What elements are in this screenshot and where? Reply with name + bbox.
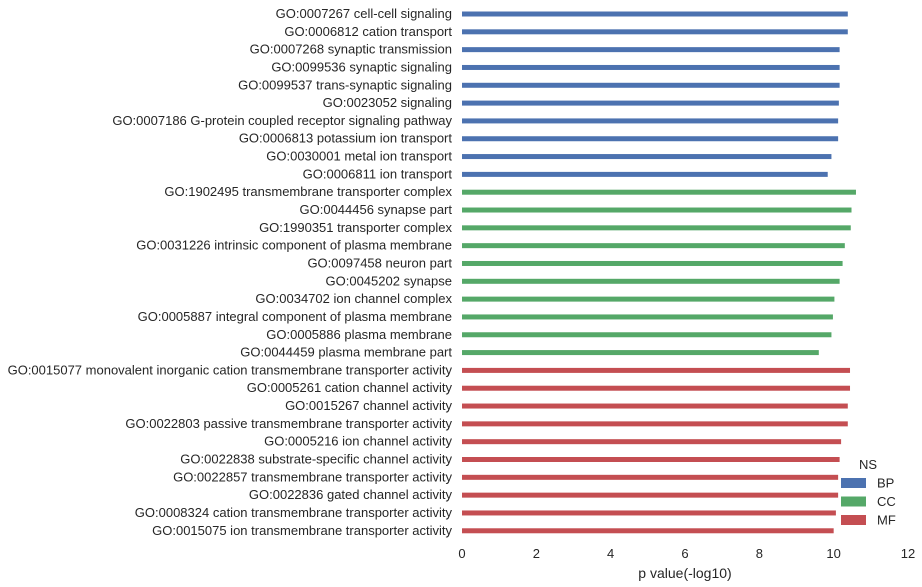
bar xyxy=(462,385,851,391)
category-label: GO:0005216 ion channel activity xyxy=(264,434,452,449)
bar xyxy=(462,350,819,356)
category-labels: GO:0007267 cell-cell signaling GO:0006812… xyxy=(8,6,453,538)
bar xyxy=(462,64,840,70)
bar xyxy=(462,492,839,498)
category-label: GO:0031226 intrinsic component of plasma… xyxy=(136,238,452,253)
x-tick-label: 6 xyxy=(681,546,688,561)
category-label: GO:1990351 transporter complex xyxy=(259,220,452,235)
bar xyxy=(462,171,828,177)
bar xyxy=(462,296,835,302)
bar xyxy=(462,278,840,284)
legend-entry-label: CC xyxy=(877,494,896,509)
bar xyxy=(462,207,852,213)
category-label: GO:0005886 plasma membrane xyxy=(266,327,452,342)
legend-swatch xyxy=(841,496,866,507)
legend: NS BP CC MF xyxy=(841,457,896,528)
bar xyxy=(462,225,851,231)
category-label: GO:0006813 potassium ion transport xyxy=(239,131,453,146)
bar xyxy=(462,457,840,462)
category-label: GO:0044456 synapse part xyxy=(300,202,453,217)
category-label: GO:0015267 channel activity xyxy=(285,398,452,413)
bar xyxy=(462,29,848,35)
bar xyxy=(462,528,834,534)
bar xyxy=(462,136,839,142)
bar xyxy=(462,243,845,249)
category-label: GO:0007267 cell-cell signaling xyxy=(276,6,452,21)
category-label: GO:1902495 transmembrane transporter com… xyxy=(164,184,452,199)
category-label: GO:0023052 signaling xyxy=(323,95,452,110)
x-tick-label: 8 xyxy=(756,546,763,561)
legend-entry-label: BP xyxy=(877,476,894,491)
bar xyxy=(462,11,848,17)
bars xyxy=(462,11,856,534)
legend-swatch xyxy=(841,515,866,525)
bar xyxy=(462,421,848,427)
category-label: GO:0007268 synaptic transmission xyxy=(250,42,452,57)
bar xyxy=(462,154,832,160)
bar xyxy=(462,510,836,516)
bar xyxy=(462,82,840,88)
category-label: GO:0005887 integral component of plasma … xyxy=(138,309,452,324)
category-label: GO:0022838 substrate-specific channel ac… xyxy=(180,452,452,467)
bar xyxy=(462,314,833,320)
category-label: GO:0099536 synaptic signaling xyxy=(271,59,452,74)
bar xyxy=(462,367,851,373)
legend-swatch xyxy=(841,478,866,488)
category-label: GO:0099537 trans-synaptic signaling xyxy=(238,77,452,92)
x-tick-label: 10 xyxy=(826,546,840,561)
x-tick-label: 2 xyxy=(533,546,540,561)
bar xyxy=(462,332,832,338)
category-label: GO:0044459 plasma membrane part xyxy=(240,345,452,360)
category-label: GO:0015075 ion transmembrane transporter… xyxy=(152,523,452,538)
category-label: GO:0030001 metal ion transport xyxy=(266,149,452,164)
legend-entry-label: MF xyxy=(877,513,896,528)
category-label: GO:0006812 cation transport xyxy=(284,24,452,39)
category-label: GO:0022836 gated channel activity xyxy=(249,487,453,502)
category-label: GO:0006811 ion transport xyxy=(303,166,453,181)
x-tick-label: 0 xyxy=(458,546,465,561)
bar xyxy=(462,260,843,266)
category-label: GO:0008324 cation transmembrane transpor… xyxy=(135,505,453,520)
x-tick-label: 4 xyxy=(607,546,614,561)
bar xyxy=(462,189,856,195)
x-axis: 0 2 4 6 8 10 12 xyxy=(458,546,915,561)
category-label: GO:0097458 neuron part xyxy=(307,255,452,270)
category-label: GO:0045202 synapse xyxy=(326,273,452,288)
category-label: GO:0022857 transmembrane transporter act… xyxy=(173,469,452,484)
category-label: GO:0015077 monovalent inorganic cation t… xyxy=(8,362,453,377)
bar xyxy=(462,47,840,53)
bar xyxy=(462,403,848,409)
x-tick-label: 12 xyxy=(901,546,915,561)
bar xyxy=(462,100,839,106)
category-label: GO:0034702 ion channel complex xyxy=(255,291,452,306)
bar xyxy=(462,439,842,445)
category-label: GO:0007186 G-protein coupled receptor si… xyxy=(112,113,452,128)
bar xyxy=(462,118,839,124)
category-label: GO:0005261 cation channel activity xyxy=(247,380,453,395)
category-label: GO:0022803 passive transmembrane transpo… xyxy=(125,416,452,431)
bar xyxy=(462,474,839,480)
x-axis-title: p value(-log10) xyxy=(638,565,731,581)
legend-title: NS xyxy=(859,457,877,472)
